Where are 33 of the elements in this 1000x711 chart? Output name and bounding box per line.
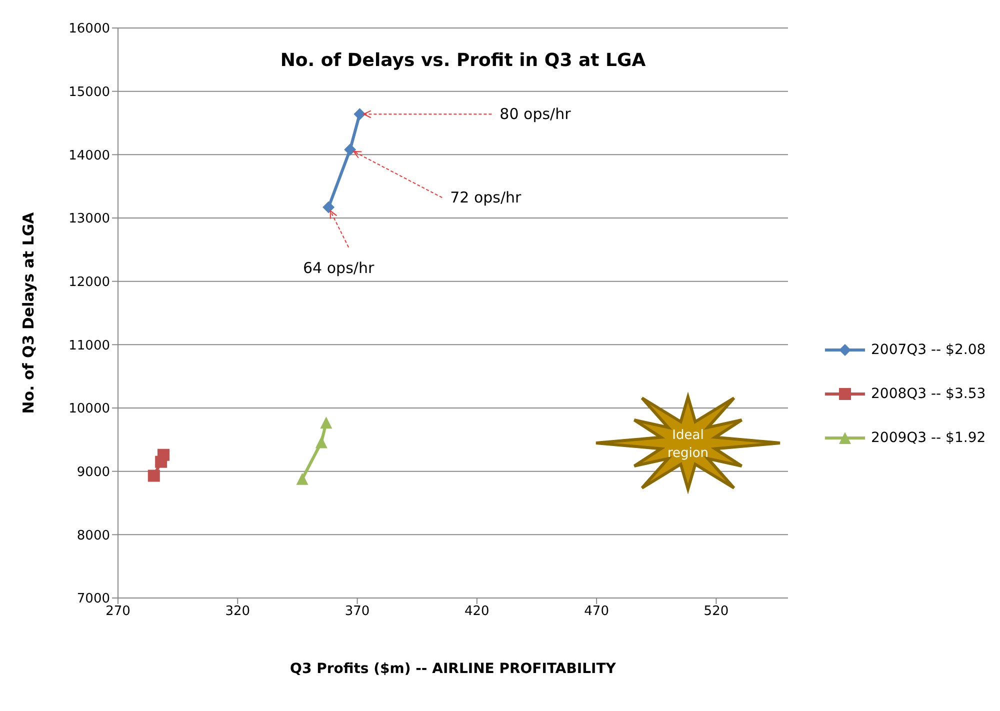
y-tick-label: 8000 [76,528,110,544]
x-tick-label: 470 [584,604,609,620]
x-tick-label: 420 [464,604,490,620]
y-tick-label: 10000 [68,402,110,417]
point [320,416,332,429]
annotation: Ideal region [667,428,709,461]
legend-label: 2008Q3 -- $3.53 [871,386,986,402]
point [148,470,160,482]
y-tick-label: 12000 [68,274,110,290]
point [344,144,356,156]
x-axis-title: Q3 Profits ($m) -- AIRLINE PROFITABILITY [290,661,617,677]
y-tick-label: 15000 [68,84,110,100]
point [296,472,308,485]
point [322,201,335,214]
legend-label: 2009Q3 -- $1.92 [871,430,986,446]
x-tick-label: 370 [344,604,370,620]
y-tick-label: 9000 [76,464,110,480]
legend-label: 2007Q3 -- $2.08 [871,342,986,358]
y-tick-label: 13000 [68,212,110,227]
annotation: 72 ops/hr [450,188,522,207]
x-tick-label: 270 [106,604,130,620]
y-tick-label: 11000 [68,338,110,354]
point [157,448,170,461]
y-axis-title: No. of Q3 Delays at LGA [19,212,38,414]
annotation: 80 ops/hr [500,105,572,124]
point [354,108,366,120]
text: No. of Delays vs. Profit in Q3 at LGA [279,50,647,71]
annotation: 64 ops/hr [303,259,375,278]
y-tick-label: 16000 [68,22,110,37]
x-tick-label: 320 [225,604,250,620]
point [315,436,328,448]
x-tick-label: 520 [704,604,729,620]
y-tick-label: 14000 [68,148,110,164]
